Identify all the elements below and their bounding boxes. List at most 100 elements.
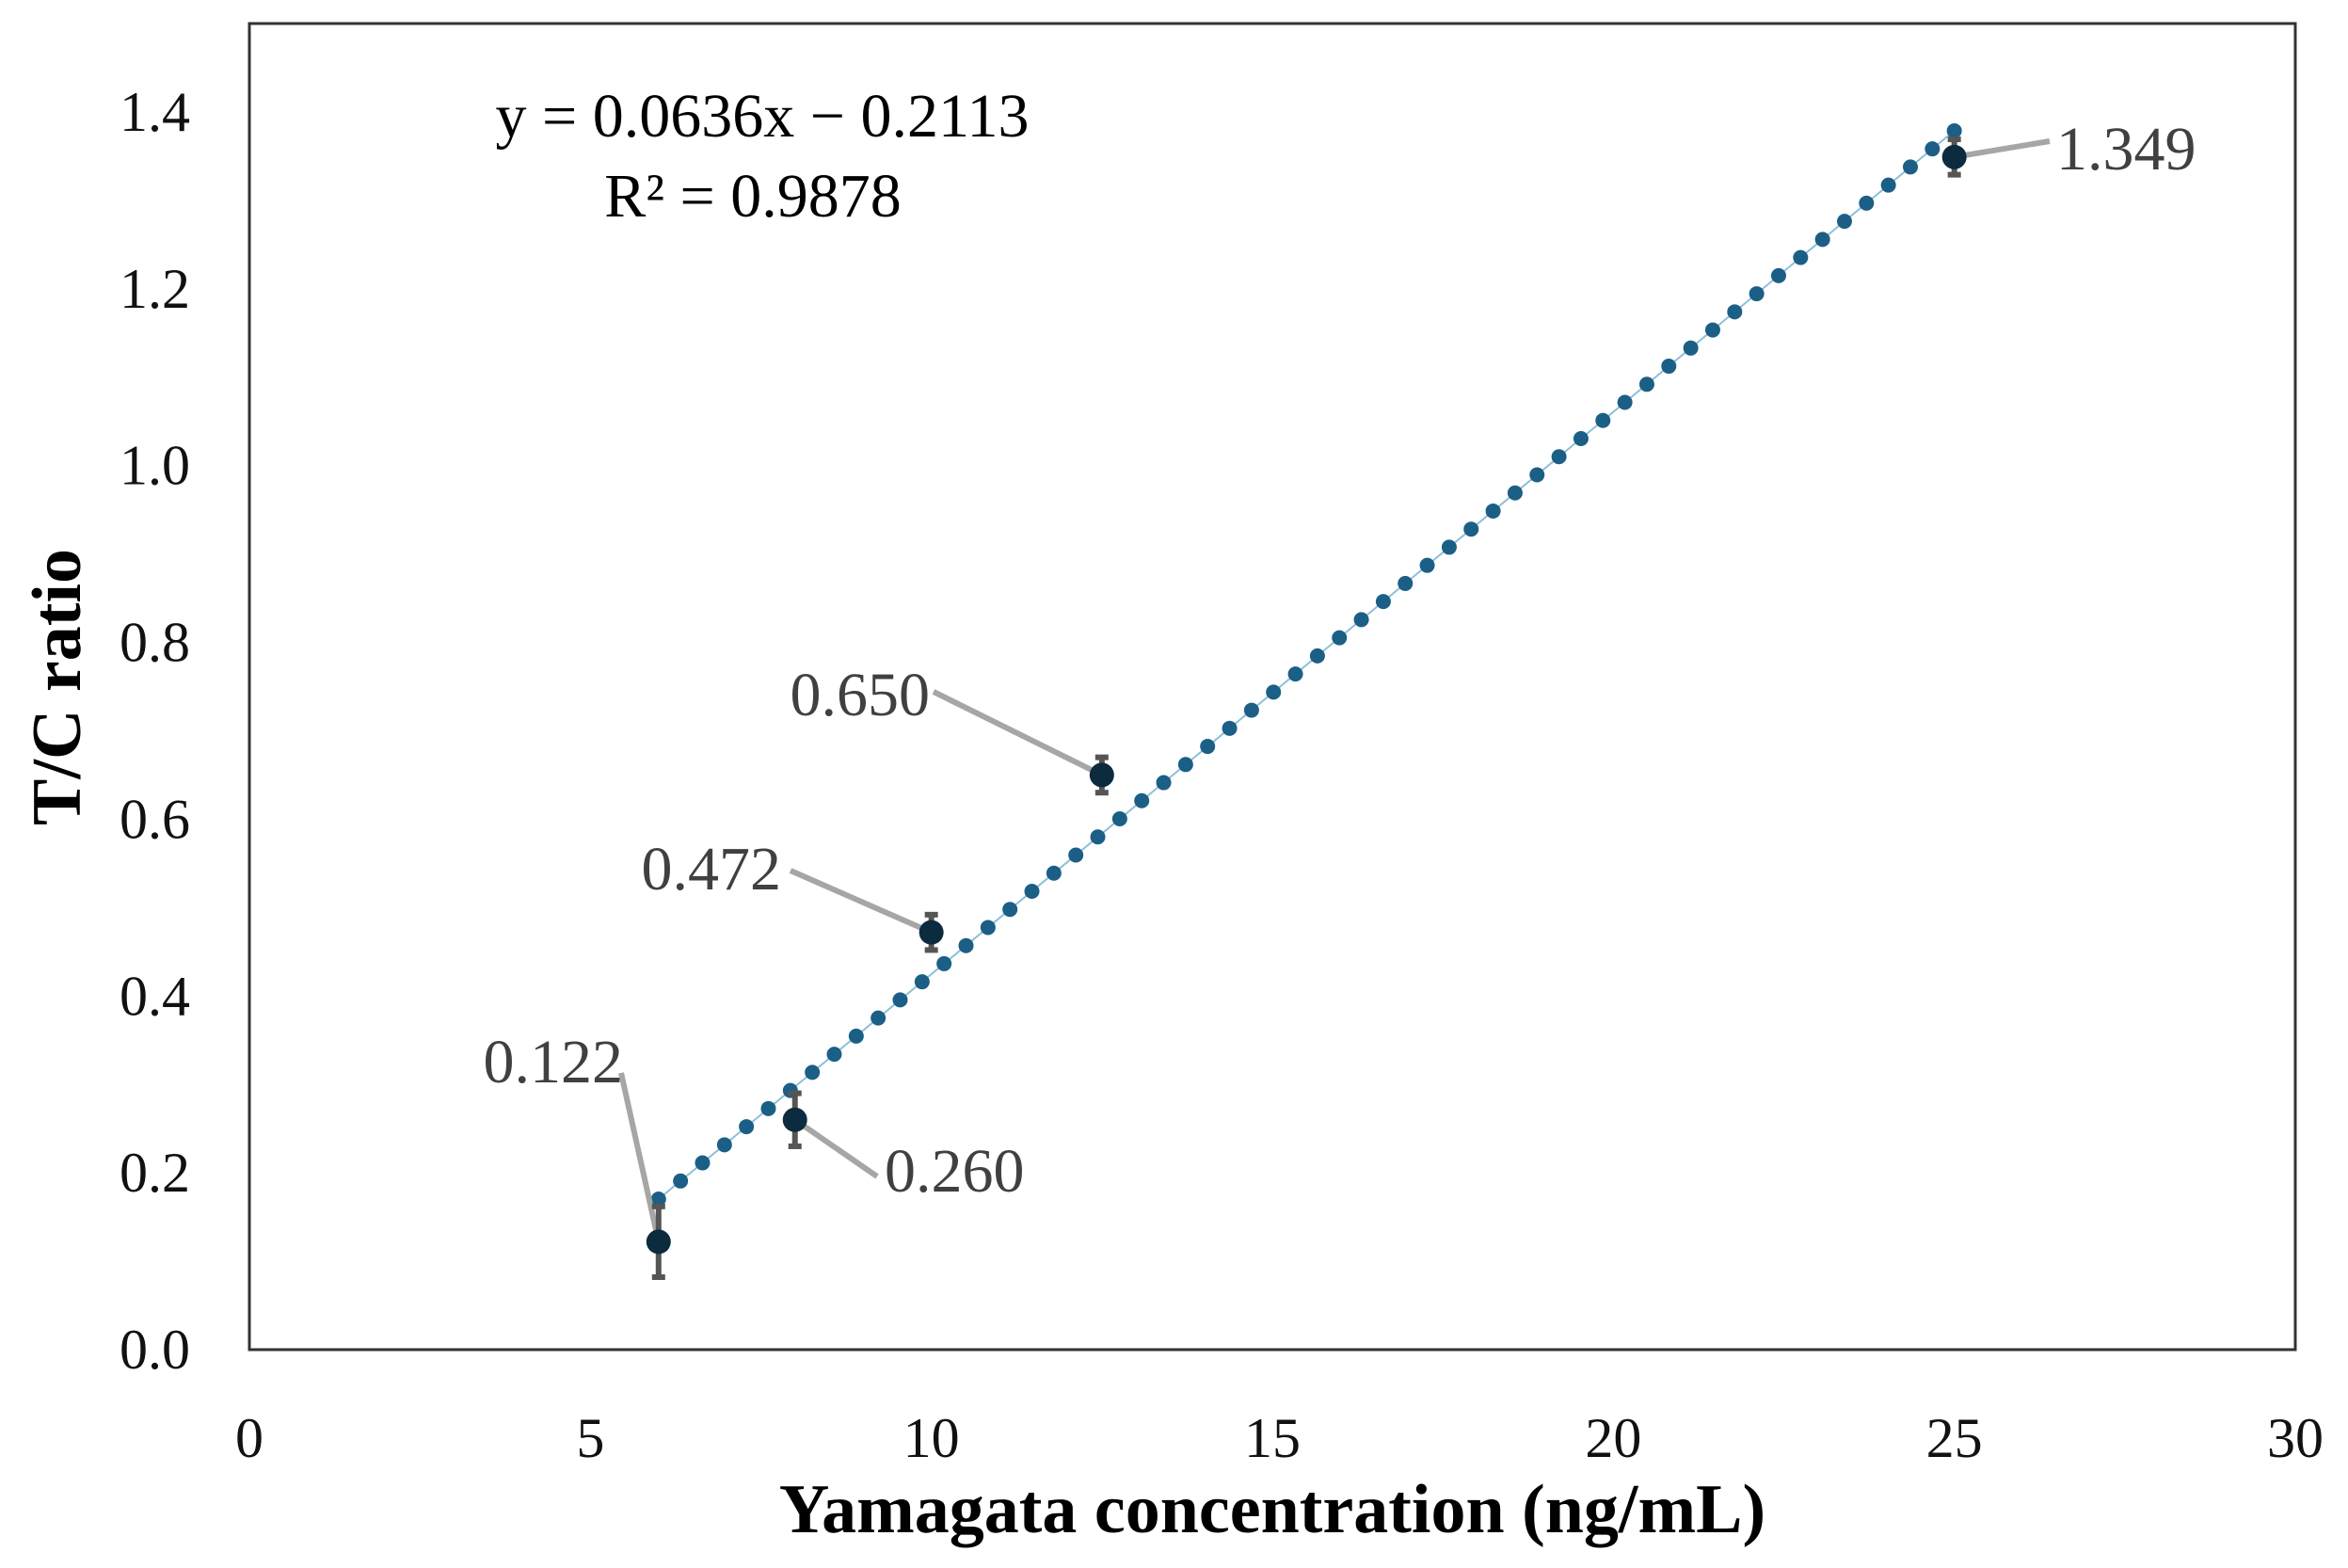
trendline-dot	[1595, 412, 1611, 428]
trendline-dot	[1704, 322, 1720, 338]
x-tick-label: 15	[1244, 1407, 1301, 1469]
y-tick-label: 1.4	[120, 81, 190, 143]
trendline-dot	[1309, 648, 1325, 664]
trendline-dot	[1902, 159, 1918, 175]
data-label: 0.122	[484, 1028, 624, 1096]
x-tick-label: 0	[235, 1407, 264, 1469]
trendline-dot	[1507, 485, 1523, 501]
trendline-dot	[1770, 267, 1786, 283]
x-tick-label: 20	[1585, 1407, 1641, 1469]
x-axis-title: Yamagata concentration (ng/mL)	[779, 1471, 1765, 1548]
trendline-dot	[1793, 249, 1809, 265]
data-point	[1089, 762, 1114, 788]
y-tick-label: 0.2	[120, 1142, 190, 1204]
trendline-dot	[1111, 811, 1127, 827]
x-tick-label: 25	[1926, 1407, 1983, 1469]
trendline-dot	[716, 1137, 732, 1153]
trendline-dot	[1880, 177, 1896, 193]
trendline-dot	[1925, 141, 1941, 157]
trendline-dot	[1946, 122, 1962, 138]
trendline-dot	[1046, 865, 1062, 881]
data-point	[918, 920, 944, 945]
trendline-dot	[1243, 702, 1259, 718]
trendline-dot	[826, 1047, 842, 1063]
trendline-dot	[1683, 340, 1699, 356]
x-tick-label: 30	[2267, 1407, 2324, 1469]
trendline-dot	[1375, 594, 1391, 610]
y-tick-label: 0.6	[120, 788, 190, 850]
data-point	[646, 1229, 671, 1255]
trendline-dot	[936, 955, 952, 971]
data-point	[1941, 144, 1967, 169]
data-label: 0.472	[642, 835, 782, 904]
trendline-dot	[1617, 394, 1633, 410]
leader-line	[932, 689, 1104, 778]
trendline-dot	[805, 1064, 821, 1080]
plot-area-frame	[248, 22, 2297, 1352]
y-tick-label: 0.8	[120, 612, 190, 674]
data-label: 0.650	[791, 661, 931, 729]
trendline-dot	[958, 937, 974, 953]
trendline-dot	[1398, 575, 1414, 591]
trendline-dot	[1068, 847, 1084, 863]
trendline-dot	[914, 974, 930, 990]
trendline-dot	[1573, 431, 1589, 447]
x-tick-label: 5	[576, 1407, 604, 1469]
y-tick-label: 0.0	[120, 1319, 190, 1381]
trendline-dot	[1134, 792, 1150, 808]
data-point-layer	[646, 136, 1967, 1280]
trendline-dot	[892, 992, 908, 1008]
trendline-dot	[1200, 739, 1216, 755]
trendline-dot	[650, 1192, 666, 1208]
trendline-dot	[1222, 720, 1238, 736]
y-tick-label: 1.2	[120, 258, 190, 320]
trendline-dot	[760, 1100, 776, 1116]
trendline-dot	[1156, 775, 1172, 791]
leader-line	[793, 1117, 879, 1179]
trendline-dot	[1661, 359, 1677, 375]
data-label: 1.349	[2056, 115, 2196, 184]
leader-line	[1954, 138, 2051, 160]
leader-line-layer	[618, 138, 2051, 1243]
data-point	[782, 1107, 807, 1132]
trendline-dot	[1638, 376, 1654, 392]
trendline-dot	[1419, 557, 1435, 573]
trendline-dot	[673, 1173, 689, 1189]
tick-label-layer: 0 5 10 15 20 25 30 0.0 0.2 0.4 0.6 0.8 1.0 1.2 1.4	[120, 81, 2324, 1469]
trendline-dot	[695, 1155, 711, 1171]
trendline-dot	[1463, 521, 1479, 537]
trendline-dot	[1836, 214, 1852, 230]
trendline-dot	[1353, 612, 1369, 628]
leader-line	[789, 868, 933, 936]
trendline-dot	[1002, 902, 1018, 918]
trendline-dot	[1749, 286, 1765, 302]
trendline-dot	[1727, 304, 1743, 320]
trendline-dot	[1090, 829, 1106, 845]
leader-line	[618, 1072, 662, 1243]
y-axis-title: T/C ratio	[19, 549, 96, 825]
trendline-dot	[1551, 449, 1567, 465]
trendline-dot	[1529, 467, 1545, 483]
data-label: 0.260	[885, 1137, 1025, 1206]
trendline-dot	[1287, 666, 1303, 682]
trendline-dot	[1814, 232, 1830, 248]
trendline-dot	[1485, 503, 1501, 519]
trendline-equation: y = 0.0636x − 0.2113	[496, 82, 1030, 151]
trendline-dot	[1177, 757, 1193, 773]
trendline-dot	[871, 1010, 886, 1026]
data-label-layer: 0.122 0.260 0.472 0.650 1.349	[484, 115, 2196, 1206]
y-tick-label: 0.4	[120, 965, 190, 1027]
trendline-dot	[848, 1028, 864, 1044]
trendline-dot	[739, 1119, 755, 1135]
trendline-dot	[1441, 539, 1457, 555]
trendline-dot	[1859, 195, 1875, 211]
x-tick-label: 10	[903, 1407, 960, 1469]
trendline-dot	[1266, 684, 1282, 700]
trendline-dot	[1024, 883, 1040, 899]
trendline-dot	[980, 920, 996, 936]
y-tick-label: 1.0	[120, 435, 190, 497]
trendline-r-squared: R² = 0.9878	[604, 162, 902, 231]
trendline-dot	[1332, 630, 1348, 646]
